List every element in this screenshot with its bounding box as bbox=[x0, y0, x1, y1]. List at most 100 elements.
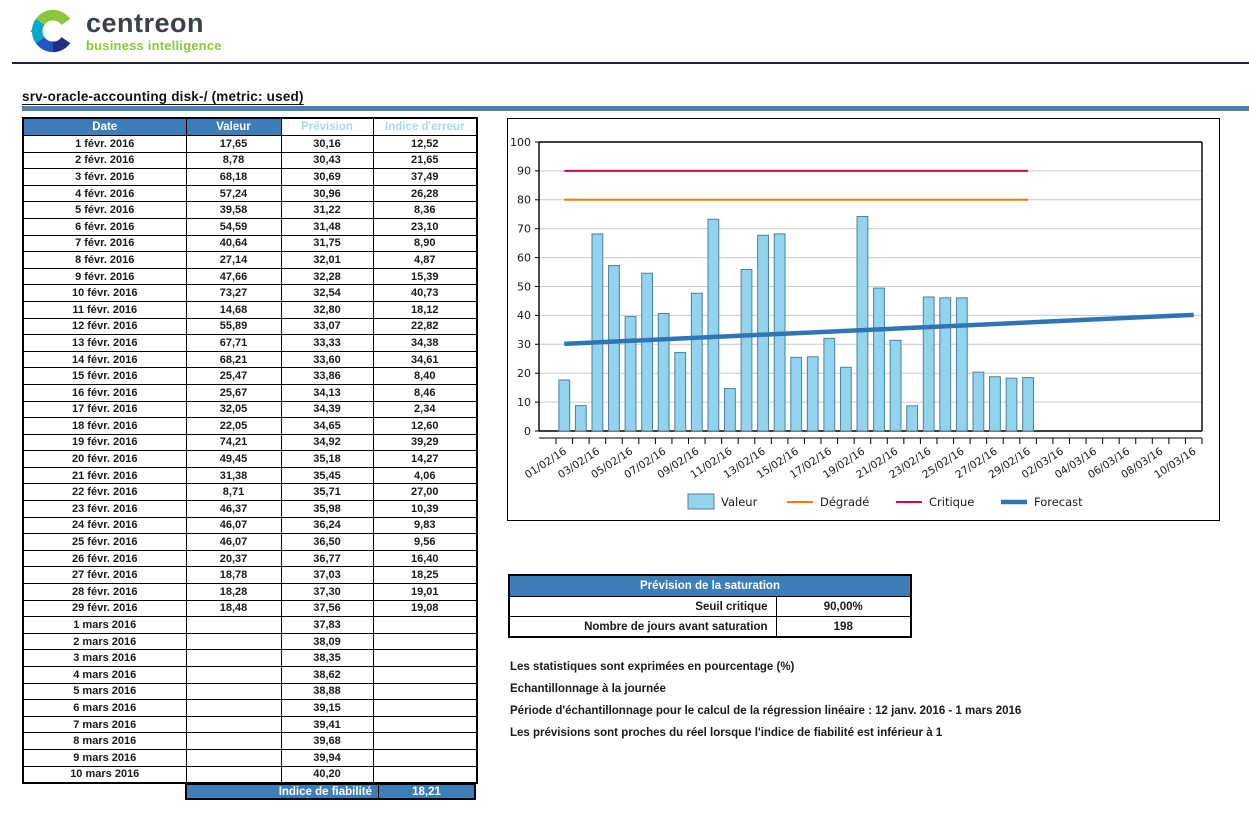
valeur-bar bbox=[972, 371, 985, 432]
centreon-logo: centreon business intelligence bbox=[30, 8, 222, 54]
date-cell: 6 févr. 2016 bbox=[22, 217, 187, 236]
prevision-cell: 37,03 bbox=[280, 566, 374, 585]
header-divider bbox=[12, 62, 1249, 64]
valeur-bar bbox=[873, 287, 885, 432]
prevision-cell: 39,15 bbox=[280, 699, 374, 717]
date-cell: 10 févr. 2016 bbox=[22, 284, 187, 302]
valeur-bar bbox=[955, 297, 968, 432]
indice-erreur-cell: 22,82 bbox=[372, 317, 478, 336]
table-row: 5 févr. 2016 39,58 31,22 8,36 bbox=[22, 201, 478, 219]
date-cell: 18 févr. 2016 bbox=[22, 417, 187, 435]
date-cell: 25 févr. 2016 bbox=[22, 533, 187, 551]
prevision-cell: 38,62 bbox=[280, 666, 374, 684]
valeur-cell: 57,24 bbox=[185, 184, 282, 203]
forecast-line bbox=[564, 312, 1194, 347]
valeur-bar bbox=[906, 405, 919, 432]
valeur-cell: 31,38 bbox=[185, 466, 282, 485]
valeur-cell bbox=[185, 748, 282, 767]
date-cell: 1 mars 2016 bbox=[22, 616, 187, 634]
table-row: 24 févr. 2016 46,07 36,24 9,83 bbox=[22, 516, 478, 535]
valeur-bar bbox=[724, 388, 736, 432]
table-row: 10 mars 2016 40,20 bbox=[22, 765, 478, 784]
reliability-index-row: Indice de fiabilité 18,21 bbox=[185, 783, 476, 800]
date-cell: 13 févr. 2016 bbox=[22, 334, 187, 352]
indice-erreur-cell: 15,39 bbox=[372, 267, 478, 286]
valeur-cell bbox=[185, 732, 282, 750]
table-row: Nombre de jours avant saturation 198 bbox=[508, 616, 912, 638]
indice-erreur-cell bbox=[372, 715, 478, 734]
y-tick-label: 50 bbox=[517, 280, 531, 293]
table-row: 16 févr. 2016 25,67 34,13 8,46 bbox=[22, 383, 478, 402]
saturation-table: Prévision de la saturation Seuil critiqu… bbox=[508, 574, 912, 638]
valeur-bar bbox=[989, 376, 1001, 432]
prevision-cell: 35,98 bbox=[280, 500, 374, 518]
indice-erreur-cell: 8,46 bbox=[372, 383, 478, 402]
valeur-cell: 18,48 bbox=[185, 599, 282, 618]
y-tick-label: 90 bbox=[517, 165, 531, 178]
date-cell: 9 févr. 2016 bbox=[22, 267, 187, 286]
table-row: 23 févr. 2016 46,37 35,98 10,39 bbox=[22, 500, 478, 518]
date-cell: 28 févr. 2016 bbox=[22, 583, 187, 601]
y-tick-label: 30 bbox=[517, 338, 531, 351]
table-row: 6 févr. 2016 54,59 31,48 23,10 bbox=[22, 217, 478, 236]
valeur-cell bbox=[185, 682, 282, 701]
valeur-bar bbox=[823, 337, 836, 432]
valeur-cell bbox=[185, 616, 282, 634]
forecast-chart: 0 10 20 30 40 50 60 70 80 90 100 01/02/16 03/02/16 05… bbox=[507, 118, 1220, 521]
date-cell: 9 mars 2016 bbox=[22, 748, 187, 767]
legend-label: Forecast bbox=[1034, 495, 1083, 509]
y-tick-label: 80 bbox=[517, 194, 531, 207]
table-row: 7 mars 2016 39,41 bbox=[22, 715, 478, 734]
y-tick-label: 40 bbox=[517, 309, 531, 322]
valeur-cell: 46,37 bbox=[185, 500, 282, 518]
valeur-cell: 39,58 bbox=[185, 201, 282, 219]
chart-canvas: 010203040506070809010001/02/1603/02/1605… bbox=[510, 136, 1203, 510]
table-row: 4 mars 2016 38,62 bbox=[22, 666, 478, 684]
prevision-cell: 33,86 bbox=[280, 367, 374, 385]
date-cell: 12 févr. 2016 bbox=[22, 317, 187, 336]
prevision-cell: 37,30 bbox=[280, 583, 374, 601]
table-row: 2 mars 2016 38,09 bbox=[22, 632, 478, 651]
indice-erreur-cell bbox=[372, 748, 478, 767]
prevision-cell: 31,75 bbox=[280, 234, 374, 253]
days-before-saturation-label: Nombre de jours avant saturation bbox=[508, 616, 777, 638]
indice-erreur-cell: 16,40 bbox=[372, 549, 478, 568]
forecast-table: Date Valeur Prévision Indice d'erreur 1 … bbox=[22, 117, 478, 785]
prevision-cell: 33,07 bbox=[280, 317, 374, 336]
prevision-cell: 39,68 bbox=[280, 732, 374, 750]
table-row: 19 févr. 2016 74,21 34,92 39,29 bbox=[22, 433, 478, 452]
prevision-cell: 37,56 bbox=[280, 599, 374, 618]
table-row: 22 févr. 2016 8,71 35,71 27,00 bbox=[22, 483, 478, 502]
table-row: 9 févr. 2016 47,66 32,28 15,39 bbox=[22, 267, 478, 286]
indice-erreur-cell: 10,39 bbox=[372, 500, 478, 518]
indice-erreur-cell: 4,87 bbox=[372, 251, 478, 269]
prevision-cell: 35,18 bbox=[280, 450, 374, 468]
valeur-cell: 32,05 bbox=[185, 400, 282, 419]
brand-subtitle: business intelligence bbox=[86, 38, 222, 53]
brand-text: centreon business intelligence bbox=[86, 8, 222, 53]
brand-name: centreon bbox=[86, 8, 205, 38]
valeur-cell: 8,71 bbox=[185, 483, 282, 502]
date-cell: 23 févr. 2016 bbox=[22, 500, 187, 518]
valeur-bar bbox=[707, 218, 720, 432]
indice-erreur-cell: 8,90 bbox=[372, 234, 478, 253]
prevision-cell: 32,54 bbox=[280, 284, 374, 302]
col-header-valeur: Valeur bbox=[185, 117, 282, 136]
indice-erreur-cell bbox=[372, 765, 478, 784]
date-cell: 10 mars 2016 bbox=[22, 765, 187, 784]
valeur-cell: 68,21 bbox=[185, 350, 282, 369]
indice-erreur-cell bbox=[372, 649, 478, 667]
prevision-cell: 32,80 bbox=[280, 300, 374, 319]
valeur-cell: 67,71 bbox=[185, 334, 282, 352]
date-cell: 3 mars 2016 bbox=[22, 649, 187, 667]
date-cell: 4 mars 2016 bbox=[22, 666, 187, 684]
table-row: 15 févr. 2016 25,47 33,86 8,40 bbox=[22, 367, 478, 385]
valeur-bar bbox=[591, 233, 604, 432]
date-cell: 2 févr. 2016 bbox=[22, 151, 187, 170]
valeur-bar bbox=[1022, 377, 1034, 432]
indice-erreur-cell: 14,27 bbox=[372, 450, 478, 468]
indice-erreur-cell bbox=[372, 732, 478, 750]
indice-erreur-cell: 19,01 bbox=[372, 583, 478, 601]
indice-erreur-cell: 39,29 bbox=[372, 433, 478, 452]
note-line: Période d'échantillonnage pour le calcul… bbox=[510, 705, 1022, 717]
